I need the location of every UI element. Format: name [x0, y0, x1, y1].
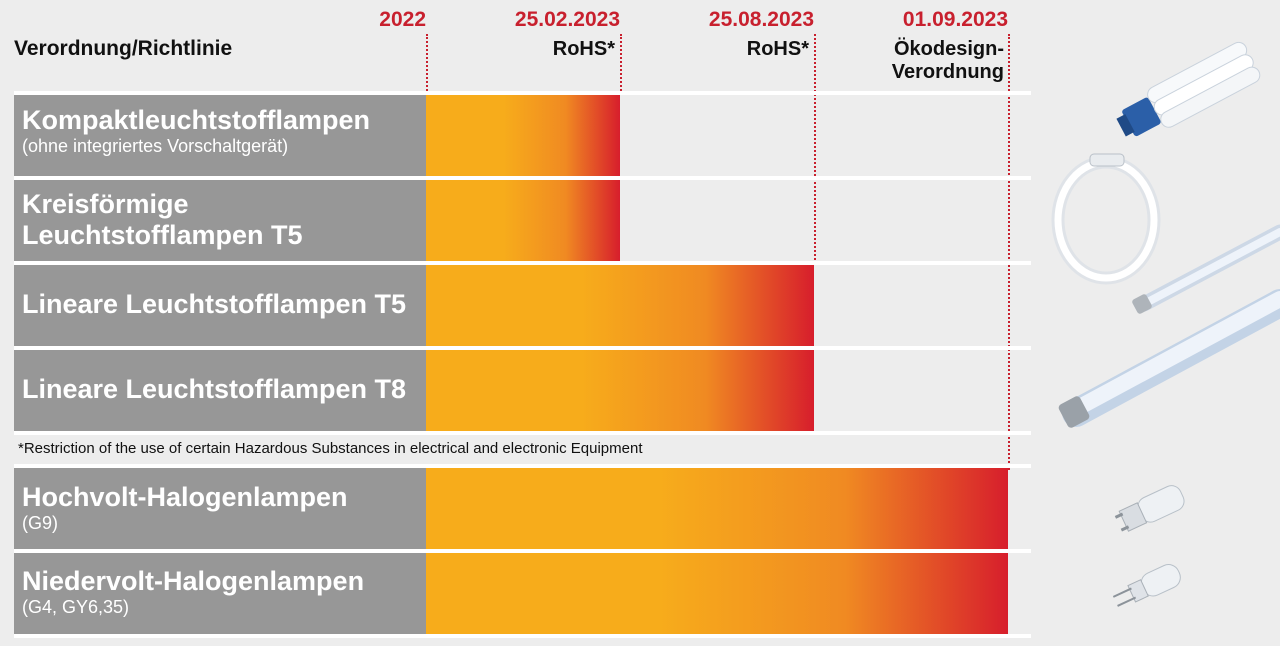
- row-separator: [14, 464, 1031, 468]
- row-separator: [14, 431, 1031, 435]
- header-title: Verordnung/Richtlinie: [14, 37, 233, 60]
- timeline-marker-2022: [426, 34, 428, 94]
- row-separator: [14, 346, 1031, 350]
- row-label-niedervolt-halogen: Niedervolt-Halogenlampen (G4, GY6,35): [14, 553, 426, 634]
- timeline-marker-ecodesign: [1008, 34, 1010, 470]
- row-label-hochvolt-halogen: Hochvolt-Halogenlampen (G9): [14, 468, 426, 549]
- row-label-kreisfoermig-t5: Kreisförmige Leuchtstofflampen T5: [14, 180, 426, 261]
- footnote: *Restriction of the use of certain Hazar…: [18, 440, 643, 457]
- timeline-date-rohs-2: 25.08.2023: [708, 8, 814, 31]
- row-label-sub: (ohne integriertes Vorschaltgerät): [22, 136, 289, 156]
- circular-fluorescent-lamp-icon: [1051, 153, 1161, 285]
- timeline-date-rohs-1: 25.02.2023: [514, 8, 620, 31]
- row-separator: [14, 634, 1031, 638]
- bar-kreisfoermig-t5: [426, 180, 620, 261]
- timeline-date-ecodesign: 01.09.2023: [902, 8, 1008, 31]
- g4-halogen-capsule-icon: [1112, 564, 1181, 607]
- linear-t8-tube-icon: [1058, 289, 1280, 428]
- row-label-linear-t8: Lineare Leuchtstofflampen T8: [14, 350, 426, 431]
- row-label-main: Kompaktleuchtstofflampen: [22, 105, 371, 135]
- bar-linear-t8: [426, 350, 814, 431]
- row-label-main: Kreisförmige Leuchtstofflampen T5: [22, 189, 303, 250]
- linear-t5-tube-icon: [1132, 224, 1280, 314]
- bar-kompakt: [426, 95, 620, 176]
- row-label-main: Lineare Leuchtstofflampen T5: [22, 289, 407, 319]
- row-label-sub: (G9): [22, 513, 58, 533]
- g9-halogen-capsule-icon: [1114, 485, 1185, 532]
- row-separator: [14, 176, 1031, 180]
- row-label-main: Hochvolt-Halogenlampen: [22, 482, 348, 512]
- bar-niedervolt-halogen: [426, 553, 1008, 634]
- bar-hochvolt-halogen: [426, 468, 1008, 549]
- row-label-linear-t5: Lineare Leuchtstofflampen T5: [14, 265, 426, 346]
- row-label-sub: (G4, GY6,35): [22, 597, 130, 617]
- timeline-marker-rohs-2: [814, 34, 816, 264]
- bar-linear-t5: [426, 265, 814, 346]
- timeline-sublabel-ecodesign: Ökodesign- Verordnung: [891, 38, 1004, 83]
- row-label-main: Lineare Leuchtstofflampen T8: [22, 374, 407, 404]
- row-label-kompakt: Kompaktleuchtstofflampen (ohne integrier…: [14, 95, 426, 176]
- row-separator: [14, 549, 1031, 553]
- timeline-sublabel-rohs-2: RoHS*: [746, 38, 809, 60]
- row-label-main: Niedervolt-Halogenlampen: [22, 566, 365, 596]
- compact-fluorescent-lamp-icon: [1116, 41, 1261, 137]
- row-separator: [14, 261, 1031, 265]
- timeline-marker-rohs-1: [620, 34, 622, 94]
- timeline-sublabel-rohs-1: RoHS*: [552, 38, 615, 60]
- row-separator: [14, 91, 1031, 95]
- timeline-date-2022: 2022: [379, 8, 426, 31]
